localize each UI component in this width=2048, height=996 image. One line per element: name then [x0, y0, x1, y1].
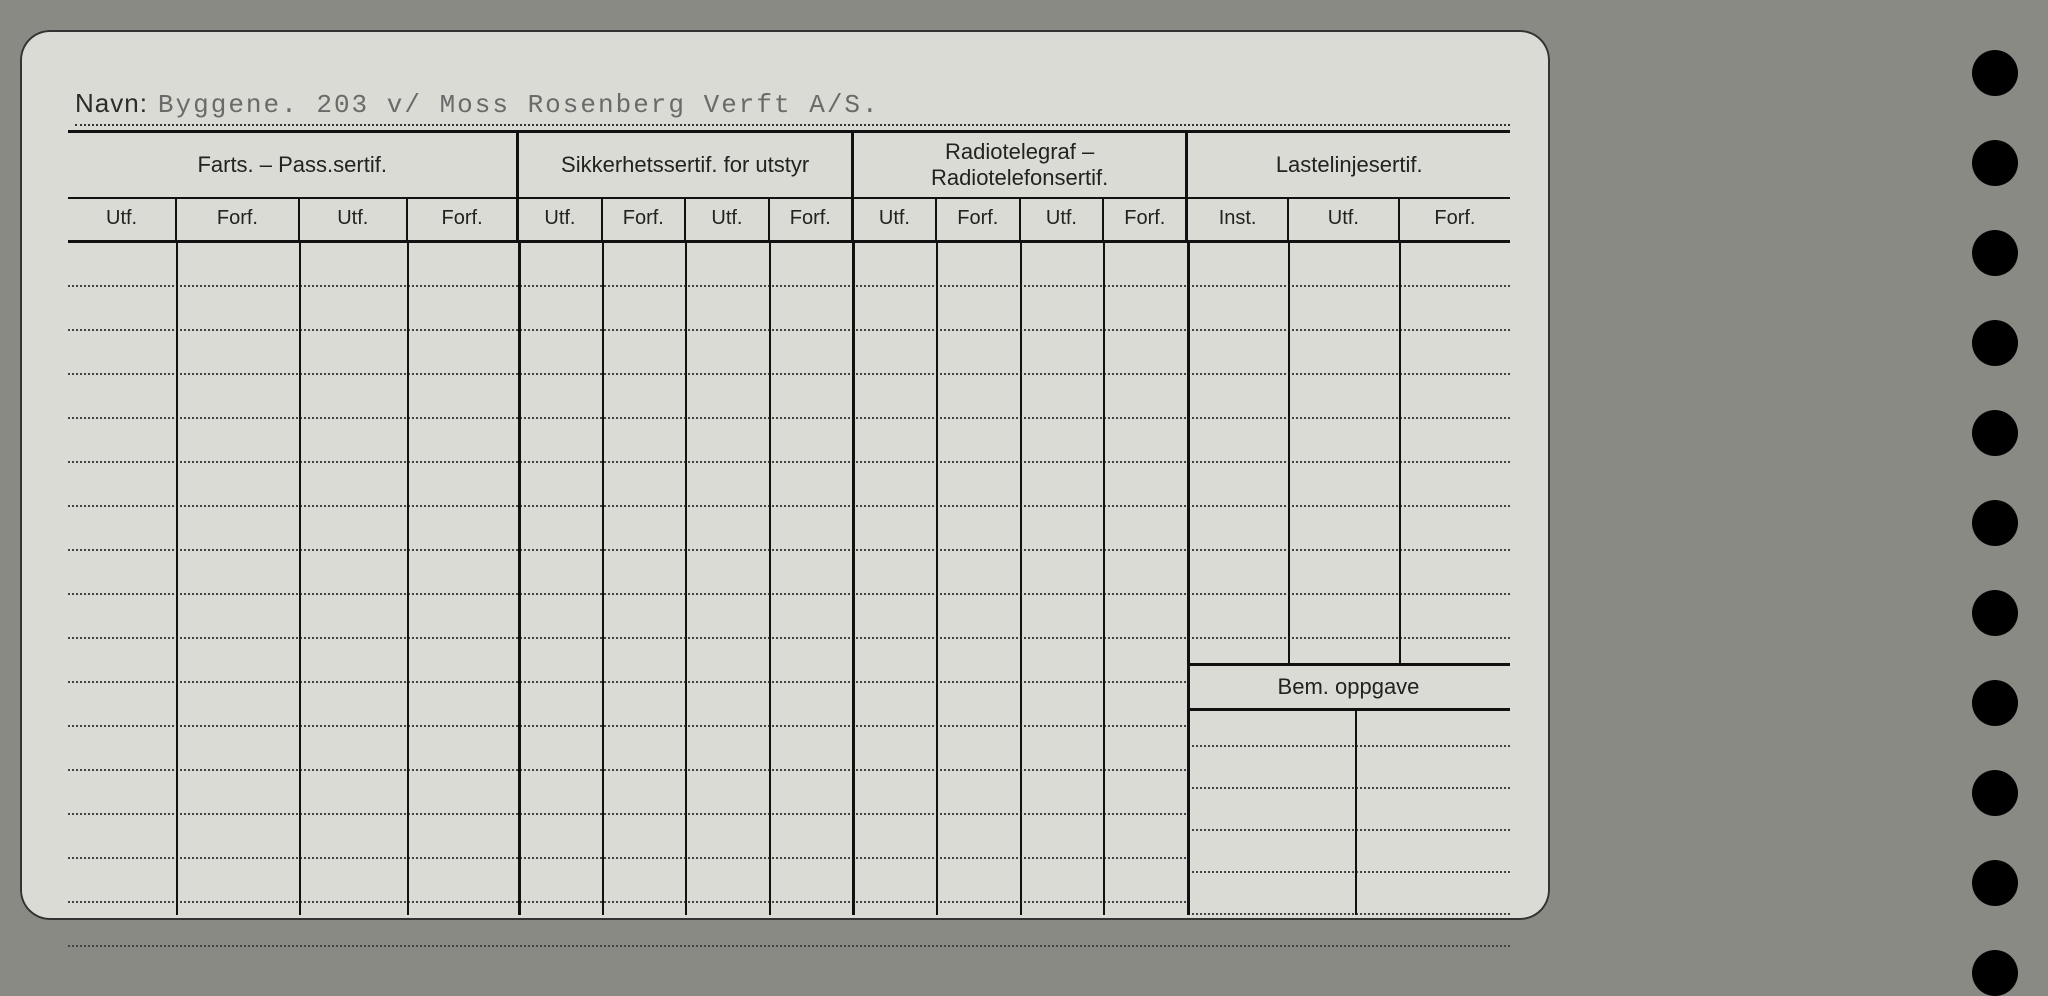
section-header: Sikkerhetssertif. for utstyr	[518, 132, 853, 199]
table-wrap: Farts. – Pass.sertif.Sikkerhetssertif. f…	[68, 130, 1510, 890]
sub-header: Utf.	[68, 198, 176, 242]
sub-header: Utf.	[1288, 198, 1399, 242]
sub-header: Utf.	[852, 198, 936, 242]
navn-value: Byggene. 203 v/ Moss Rosenberg Verft A/S…	[158, 90, 880, 120]
table-row	[68, 595, 1510, 639]
header-row-sections: Farts. – Pass.sertif.Sikkerhetssertif. f…	[68, 132, 1510, 199]
col-divider	[518, 243, 521, 915]
table-row	[68, 419, 1510, 463]
col-divider	[1187, 663, 1190, 915]
table-row	[1187, 829, 1510, 831]
bem-label: Bem. oppgave	[1278, 674, 1420, 699]
punch-hole	[1972, 590, 2018, 636]
punch-hole	[1972, 500, 2018, 546]
table-row	[1187, 745, 1510, 747]
record-card: Navn: Byggene. 203 v/ Moss Rosenberg Ver…	[20, 30, 1550, 920]
sub-header: Forf.	[1103, 198, 1187, 242]
sub-header: Utf.	[685, 198, 769, 242]
col-divider	[602, 243, 604, 915]
col-divider	[936, 243, 938, 915]
table-row	[1187, 787, 1510, 789]
section-header: Farts. – Pass.sertif.	[68, 132, 518, 199]
punch-hole	[1972, 230, 2018, 276]
sub-header: Utf.	[518, 198, 602, 242]
sub-header: Forf.	[407, 198, 518, 242]
sub-header: Forf.	[1399, 198, 1510, 242]
sub-header: Forf.	[176, 198, 299, 242]
col-divider	[1103, 243, 1105, 915]
punch-holes	[1972, 50, 2018, 996]
punch-hole	[1972, 50, 2018, 96]
sub-header: Forf.	[936, 198, 1020, 242]
sub-header: Utf.	[1020, 198, 1104, 242]
col-divider	[769, 243, 771, 915]
table-row	[68, 331, 1510, 375]
certificate-table: Farts. – Pass.sertif.Sikkerhetssertif. f…	[68, 130, 1510, 243]
table-row	[68, 243, 1510, 287]
sub-header: Inst.	[1187, 198, 1288, 242]
punch-hole	[1972, 950, 2018, 996]
navn-row: Navn: Byggene. 203 v/ Moss Rosenberg Ver…	[75, 88, 1510, 126]
sub-header: Forf.	[602, 198, 686, 242]
col-divider	[852, 243, 855, 915]
punch-hole	[1972, 860, 2018, 906]
col-divider	[176, 243, 178, 915]
punch-hole	[1972, 140, 2018, 186]
table-row	[1187, 913, 1510, 915]
table-row	[68, 551, 1510, 595]
col-divider	[299, 243, 301, 915]
table-row	[1187, 871, 1510, 873]
table-row	[68, 463, 1510, 507]
section-header: Radiotelegraf – Radiotelefonsertif.	[852, 132, 1187, 199]
punch-hole	[1972, 770, 2018, 816]
header-row-subcols: Utf.Forf.Utf.Forf.Utf.Forf.Utf.Forf.Utf.…	[68, 198, 1510, 242]
table-body: Bem. oppgave	[68, 243, 1510, 915]
table-row	[68, 287, 1510, 331]
section-header: Lastelinjesertif.	[1187, 132, 1510, 199]
navn-label: Navn:	[75, 88, 148, 119]
punch-hole	[1972, 320, 2018, 366]
bem-oppgave-box: Bem. oppgave	[1187, 663, 1510, 711]
col-divider	[407, 243, 409, 915]
sub-header: Utf.	[299, 198, 407, 242]
punch-hole	[1972, 680, 2018, 726]
punch-hole	[1972, 410, 2018, 456]
col-divider	[1020, 243, 1022, 915]
sub-header: Forf.	[769, 198, 853, 242]
bem-separator	[1355, 709, 1357, 915]
col-divider	[685, 243, 687, 915]
table-row	[68, 507, 1510, 551]
table-row	[68, 375, 1510, 419]
